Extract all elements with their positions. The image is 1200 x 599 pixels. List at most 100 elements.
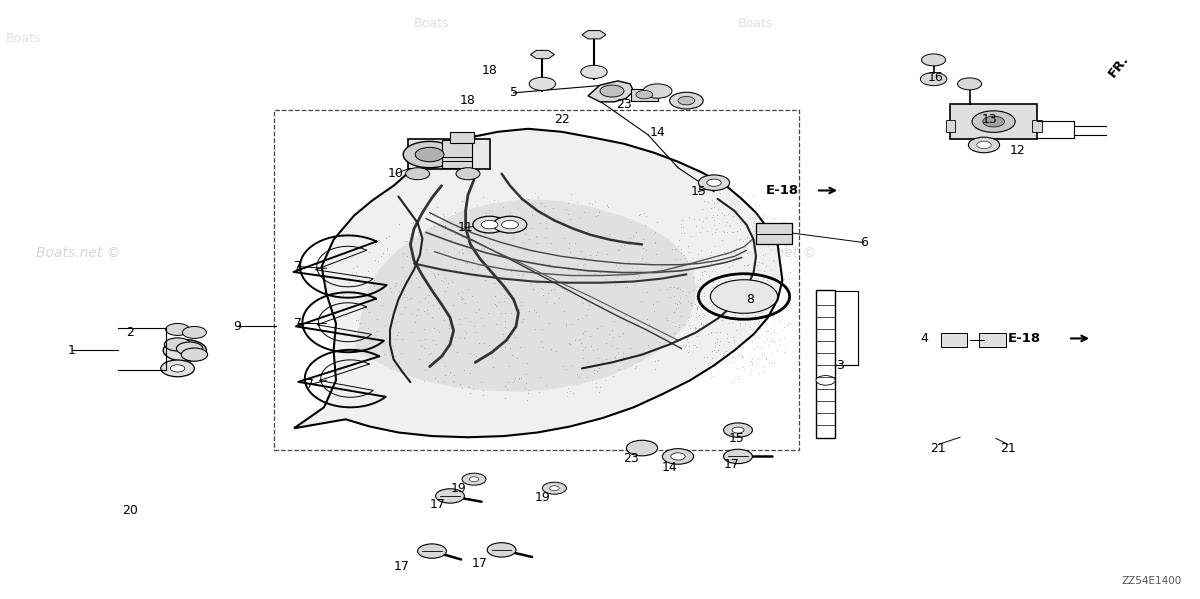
Bar: [408, 139, 490, 169]
Circle shape: [542, 482, 566, 494]
Text: ZZ54E1400: ZZ54E1400: [1122, 576, 1182, 586]
Circle shape: [636, 90, 653, 99]
Circle shape: [550, 486, 559, 491]
Circle shape: [710, 280, 778, 313]
Circle shape: [958, 78, 982, 90]
Bar: [450, 132, 474, 143]
Bar: [941, 333, 967, 347]
Text: 2: 2: [126, 326, 133, 339]
Circle shape: [406, 168, 430, 180]
Text: Boats: Boats: [6, 32, 41, 45]
Text: 17: 17: [394, 559, 410, 573]
Text: 15: 15: [690, 185, 707, 198]
Text: Boats: Boats: [738, 17, 773, 30]
Text: FR.: FR.: [1105, 52, 1132, 80]
Polygon shape: [530, 50, 554, 59]
Circle shape: [662, 449, 694, 464]
Circle shape: [732, 427, 744, 433]
Circle shape: [671, 453, 685, 460]
Text: 23: 23: [623, 452, 640, 465]
Circle shape: [418, 544, 446, 558]
Text: 7: 7: [294, 260, 301, 273]
Text: 17: 17: [430, 498, 446, 511]
Text: E-18: E-18: [766, 184, 799, 197]
Circle shape: [968, 137, 1000, 153]
Circle shape: [166, 323, 190, 335]
Circle shape: [462, 473, 486, 485]
Circle shape: [724, 449, 752, 464]
Circle shape: [972, 111, 1015, 132]
Text: 16: 16: [928, 71, 944, 84]
Polygon shape: [294, 129, 782, 437]
Circle shape: [670, 92, 703, 109]
Circle shape: [977, 141, 991, 149]
Text: 18: 18: [481, 64, 498, 77]
Circle shape: [816, 376, 835, 385]
Text: Boats: Boats: [414, 17, 449, 30]
Text: 23: 23: [616, 98, 632, 111]
Circle shape: [170, 365, 185, 372]
Circle shape: [164, 338, 191, 351]
Circle shape: [481, 220, 498, 229]
Circle shape: [456, 168, 480, 180]
Circle shape: [724, 423, 752, 437]
Polygon shape: [354, 199, 696, 392]
Bar: [274, 110, 799, 450]
Circle shape: [403, 141, 456, 168]
Text: 18: 18: [460, 94, 476, 107]
Circle shape: [182, 326, 206, 338]
Text: 13: 13: [982, 113, 998, 126]
Text: Boats.net ©: Boats.net ©: [36, 246, 121, 260]
Circle shape: [473, 216, 506, 233]
Circle shape: [502, 220, 518, 229]
Bar: [442, 140, 472, 168]
Circle shape: [415, 147, 444, 162]
Circle shape: [176, 342, 203, 355]
Circle shape: [643, 84, 672, 98]
Text: Boats.net ©: Boats.net ©: [732, 246, 817, 260]
Text: 5: 5: [510, 86, 517, 99]
Circle shape: [529, 77, 556, 90]
Circle shape: [436, 489, 464, 503]
Text: 19: 19: [534, 491, 551, 504]
Polygon shape: [588, 81, 634, 102]
Circle shape: [922, 54, 946, 66]
Text: 12: 12: [1009, 144, 1026, 158]
Text: 15: 15: [728, 432, 745, 445]
Circle shape: [161, 360, 194, 377]
Text: 22: 22: [553, 113, 570, 126]
Circle shape: [581, 65, 607, 78]
Circle shape: [163, 340, 206, 361]
Circle shape: [600, 85, 624, 97]
Text: E-18: E-18: [1008, 332, 1042, 345]
Text: 17: 17: [472, 556, 488, 570]
Circle shape: [626, 440, 658, 456]
Text: 6: 6: [860, 236, 868, 249]
Bar: [816, 290, 835, 438]
Circle shape: [707, 179, 721, 186]
Text: 1: 1: [68, 344, 76, 357]
Bar: [979, 333, 1006, 347]
Circle shape: [920, 72, 947, 86]
Text: 21: 21: [1000, 441, 1016, 455]
Text: 4: 4: [920, 332, 928, 345]
Text: 17: 17: [724, 458, 740, 471]
Circle shape: [678, 96, 695, 105]
Bar: [1032, 120, 1042, 132]
Text: 8: 8: [746, 293, 754, 306]
Text: 9: 9: [234, 320, 241, 333]
Polygon shape: [582, 31, 606, 39]
Bar: [946, 120, 955, 132]
Text: 7: 7: [306, 378, 313, 391]
Bar: [950, 104, 1037, 139]
Text: 11: 11: [457, 221, 474, 234]
Text: 7: 7: [294, 317, 301, 330]
Circle shape: [698, 175, 730, 190]
Text: 21: 21: [930, 441, 947, 455]
Circle shape: [487, 543, 516, 557]
Circle shape: [181, 348, 208, 361]
Circle shape: [983, 116, 1004, 127]
Text: 14: 14: [649, 126, 666, 140]
Circle shape: [469, 477, 479, 482]
Text: 14: 14: [661, 461, 678, 474]
